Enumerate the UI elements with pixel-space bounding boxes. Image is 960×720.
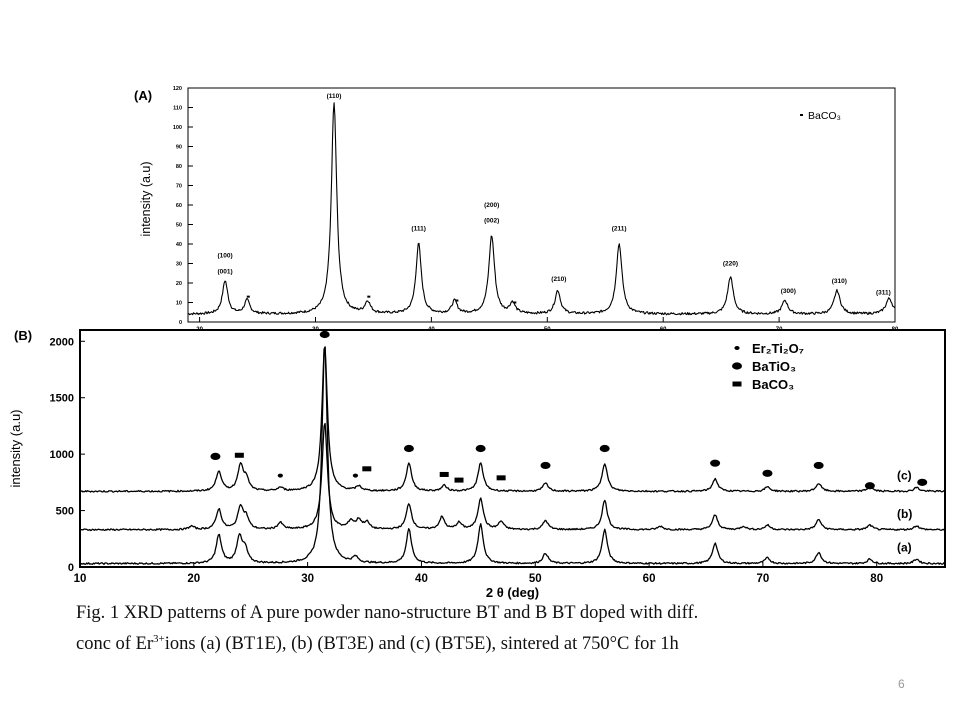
panel-a-y-tick-label: 10 (176, 301, 182, 307)
panel-a-peak-label: (200) (484, 202, 499, 209)
panel-b-y-tick-label: 1500 (50, 393, 74, 405)
panel-b-phase-marker (362, 466, 372, 472)
panel-b-phase-marker (917, 478, 928, 486)
panel-a-peak-label: (001) (217, 268, 232, 275)
caption-line-2-pre: conc of Er (76, 634, 154, 655)
panel-a-y-tick-label: 40 (176, 242, 182, 248)
panel-b-x-tick-label: 80 (870, 573, 883, 585)
panel-a-peak-label: (111) (411, 225, 425, 232)
panel-b-phase-marker (496, 475, 506, 481)
panel-b-phase-marker (234, 452, 244, 458)
panel-a-phase-marker (367, 295, 371, 298)
panel-a-y-tick-label: 90 (176, 145, 182, 151)
panel-a-peak-label: (300) (781, 288, 796, 295)
panel-b-series-label: (c) (897, 468, 912, 482)
panel-b-legend-label: Er₂Ti₂O₇ (752, 341, 804, 356)
panel-a-phase-marker (513, 301, 517, 304)
panel-a-y-tick-label: 50 (176, 223, 182, 229)
caption-line-2: conc of Er3+ions (a) (BT1E), (b) (BT3E) … (76, 626, 936, 657)
panel-b-series-line-c (79, 346, 946, 493)
panel-b-series-line-b (79, 422, 946, 532)
panel-a-y-axis-label: intensity (a.u) (139, 161, 153, 236)
panel-b-phase-marker (277, 473, 283, 478)
panel-b-legend-label: BaTiO₃ (752, 359, 796, 374)
panel-b-series-label: (a) (897, 541, 912, 555)
panel-b-phase-marker (864, 482, 875, 490)
panel-b-phase-marker (352, 473, 359, 478)
panel-a-peak-label: (220) (723, 260, 738, 267)
panel-b-y-tick-label: 500 (56, 506, 74, 518)
panel-b-y-tick-label: 0 (68, 562, 74, 574)
panel-b-phase-marker (210, 452, 221, 460)
panel-b-x-axis-label: 2 θ (deg) (486, 585, 539, 600)
panel-b-phase-marker (599, 444, 610, 453)
panel-b-legend-marker (734, 346, 740, 350)
panel-b-phase-marker (762, 469, 773, 477)
panel-a-peak-label: (310) (832, 278, 847, 285)
figure-caption: Fig. 1 XRD patterns of A pure powder nan… (76, 600, 936, 657)
panel-a-y-tick-label: 0 (179, 320, 182, 326)
panel-b-x-tick-label: 70 (756, 573, 769, 585)
panel-b-frame (79, 329, 946, 568)
panel-a-peak-label: (002) (484, 218, 499, 225)
panel-a-peak-label: (100) (217, 253, 232, 260)
panel-b-x-tick-label: 40 (415, 573, 428, 585)
panel-a-y-tick-label: 70 (176, 184, 182, 190)
panel-b-legend-label: BaCO₃ (752, 377, 794, 392)
panel-b-series-label: (b) (897, 507, 912, 521)
panel-b-phase-marker (454, 477, 464, 483)
panel-a-y-tick-label: 110 (173, 106, 182, 112)
panel-b-phase-marker (540, 461, 551, 470)
panel-a-y-tick-label: 30 (176, 262, 182, 268)
panel-a-peak-label: (311) (876, 290, 891, 297)
panel-b-x-tick-label: 10 (74, 573, 87, 585)
panel-b-y-axis-label: intensity (a.u) (8, 409, 23, 487)
panel-a-phase-marker (246, 295, 250, 298)
caption-superscript: 3+ (153, 633, 165, 645)
panel-a-y-tick-label: 80 (176, 164, 182, 170)
panel-b-x-tick-label: 30 (301, 573, 314, 585)
panel-b-phase-marker (439, 471, 449, 477)
panel-b-phase-marker (475, 444, 486, 453)
panel-a-y-tick-label: 60 (176, 203, 182, 209)
panel-a-peak-label: (211) (612, 225, 627, 232)
caption-line-2-post: ions (a) (BT1E), (b) (BT3E) and (c) (BT5… (164, 634, 679, 655)
panel-a-legend-label: BaCO₃ (808, 110, 841, 122)
panel-a-legend-marker (800, 114, 803, 116)
panel-b-series-line-a (79, 346, 946, 565)
panel-a-peak-label: (210) (551, 276, 566, 283)
panel-a-peak-label: (110) (327, 93, 342, 100)
panel-b-legend-marker (732, 362, 742, 370)
panel-b-y-tick-label: 1000 (50, 449, 74, 461)
panel-b-y-tick-label: 2000 (50, 336, 74, 348)
panel-b-x-tick-label: 50 (529, 573, 542, 585)
panel-a-y-tick-label: 120 (173, 86, 182, 92)
panel-b-legend-marker (732, 381, 742, 387)
caption-line-1: Fig. 1 XRD patterns of A pure powder nan… (76, 603, 699, 623)
panel-b-x-tick-label: 20 (187, 573, 200, 585)
panel-b-phase-marker (403, 444, 414, 453)
panel-a-tag: (A) (134, 88, 152, 103)
page-number: 6 (898, 677, 905, 691)
panel-b-x-tick-label: 60 (643, 573, 656, 585)
panel-a-phase-marker (455, 299, 459, 302)
panel-b-phase-marker (319, 330, 330, 339)
panel-a-y-tick-label: 20 (176, 281, 182, 287)
panel-b-tag: (B) (14, 328, 32, 343)
panel-b-phase-marker (813, 461, 824, 470)
panel-a-series-line (187, 102, 896, 316)
panel-b-phase-marker (710, 459, 721, 467)
panel-a-y-tick-label: 100 (173, 125, 182, 131)
